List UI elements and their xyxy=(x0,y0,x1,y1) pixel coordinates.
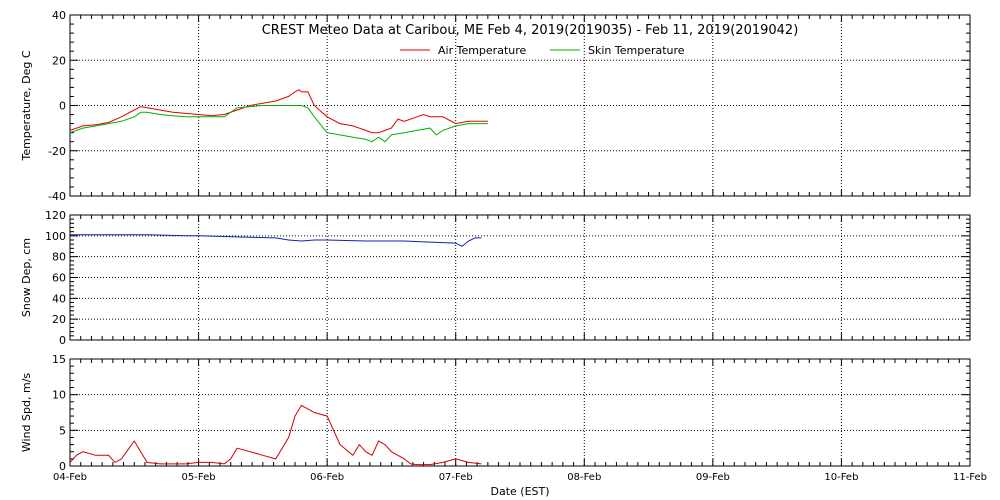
panels: -40 -20 0 20 40 Temperature, Deg C Air Tempera… xyxy=(20,9,987,483)
legend-label: Skin Temperature xyxy=(588,44,685,57)
temperature-series-1-line xyxy=(69,89,488,134)
y-tick-label: 15 xyxy=(52,353,66,366)
x-tick-label: 10-Feb xyxy=(824,472,858,483)
x-tick-label: 07-Feb xyxy=(439,472,473,483)
y-tick-label: 40 xyxy=(52,9,66,22)
wind-speed-series-1-line xyxy=(69,404,482,466)
y-tick-label: 0 xyxy=(59,334,66,347)
x-tick-label: 05-Feb xyxy=(182,472,216,483)
legend-label: Air Temperature xyxy=(438,44,527,57)
x-tick-label: 06-Feb xyxy=(310,472,344,483)
temperature-series-2-line xyxy=(69,105,488,143)
y-tick-label: 120 xyxy=(45,209,66,222)
snow-depth-panel: 0 20 40 60 80 100 120 Snow Dep, cm xyxy=(20,209,971,347)
y-tick-label: 60 xyxy=(52,272,66,285)
y-tick-label: 20 xyxy=(52,54,66,67)
y-tick-label: 80 xyxy=(52,251,66,264)
y-tick-label: 5 xyxy=(59,424,66,437)
y-axis-label: Wind Spd, m/s xyxy=(20,373,33,453)
y-tick-label: 40 xyxy=(52,292,66,305)
x-tick-label: 08-Feb xyxy=(567,472,601,483)
y-axis-label: Temperature, Deg C xyxy=(20,50,33,161)
y-tick-label: 0 xyxy=(59,100,66,113)
y-tick-label: 0 xyxy=(59,460,66,473)
y-tick-label: -40 xyxy=(48,190,66,203)
y-tick-label: -20 xyxy=(48,145,66,158)
y-tick-label: 20 xyxy=(52,313,66,326)
x-tick-label: 11-Feb xyxy=(953,472,987,483)
chart-title: CREST Meteo Data at Caribou, ME Feb 4, 2… xyxy=(262,23,799,38)
snow-depth-series-1-line xyxy=(70,234,482,247)
x-tick-label: 04-Feb xyxy=(53,472,87,483)
plot-frame xyxy=(69,358,971,467)
x-axis-label: Date (EST) xyxy=(490,485,549,498)
y-tick-label: 100 xyxy=(45,230,66,243)
x-tick-label: 09-Feb xyxy=(696,472,730,483)
wind-speed-panel: 0 5 10 15 Wind Spd, m/s 04-Feb 05-Feb 06-Feb 07-… xyxy=(20,353,987,483)
temperature-panel: -40 -20 0 20 40 Temperature, Deg C Air Tempera… xyxy=(20,9,971,203)
y-tick-label: 10 xyxy=(52,389,66,402)
y-axis-label: Snow Dep, cm xyxy=(20,238,33,317)
